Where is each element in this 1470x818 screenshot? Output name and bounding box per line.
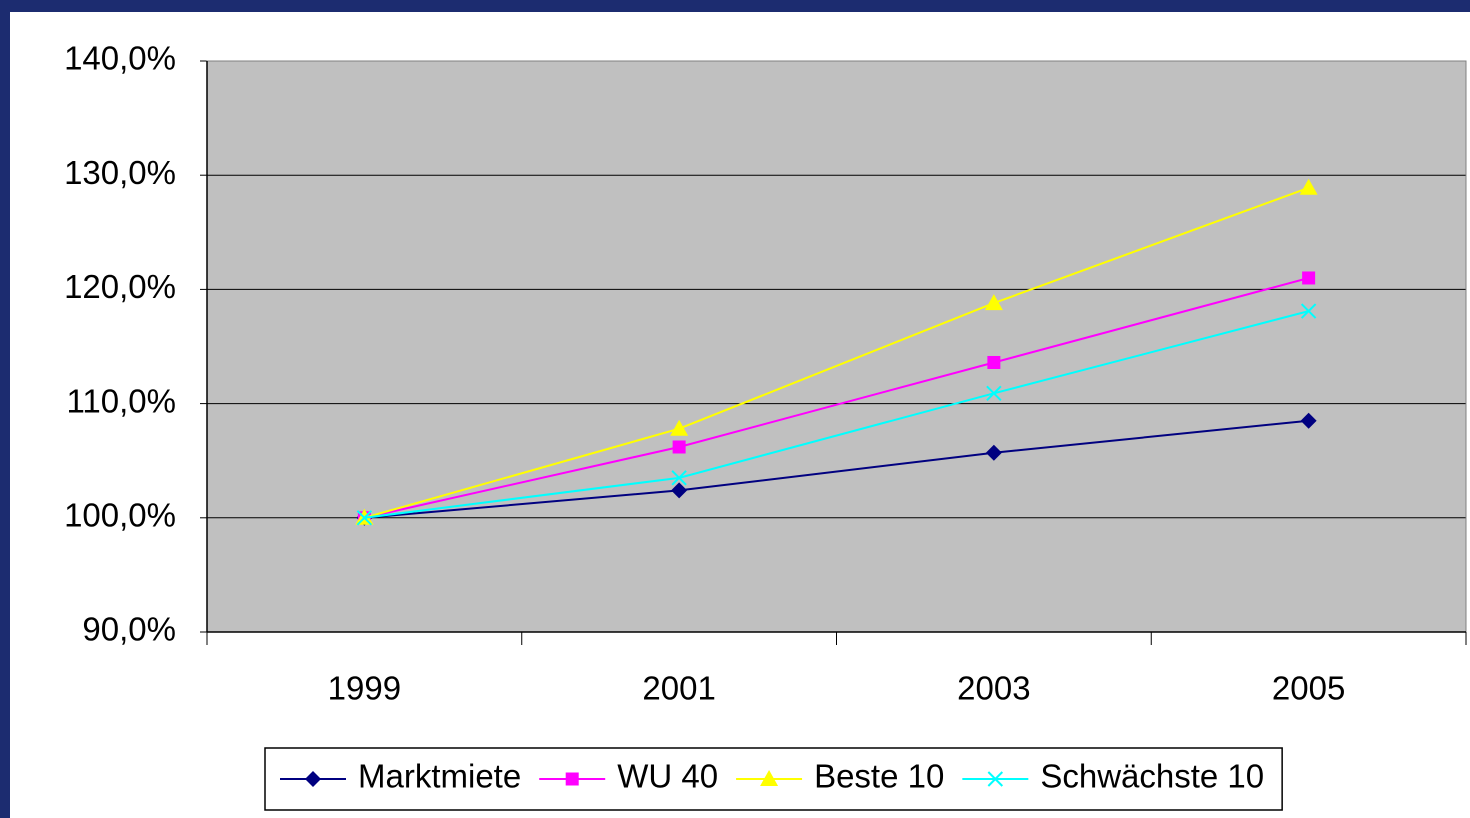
data-point — [985, 444, 1002, 461]
legend-marker — [565, 772, 579, 786]
data-point — [987, 355, 1001, 369]
data-point — [670, 419, 689, 436]
series-line — [364, 310, 1309, 519]
data-point — [1300, 303, 1317, 319]
data-point — [1299, 178, 1318, 195]
x-tick-label: 2003 — [957, 670, 1030, 707]
legend-label: Beste 10 — [814, 758, 944, 795]
x-tick-label: 2005 — [1272, 670, 1345, 707]
y-tick-label: 110,0% — [67, 382, 176, 419]
y-tick-label: 130,0% — [64, 154, 176, 191]
data-point — [671, 470, 687, 486]
data-point — [986, 385, 1002, 402]
legend-marker — [760, 770, 779, 786]
y-tick-label: 90,0% — [82, 611, 176, 648]
legend-label: Schwächste 10 — [1040, 758, 1264, 795]
x-tick-label: 2001 — [642, 670, 715, 707]
legend-marker — [305, 771, 321, 787]
legend-label: WU 40 — [617, 758, 718, 795]
y-tick-label: 120,0% — [64, 268, 176, 305]
series-line — [364, 277, 1309, 519]
data-point — [984, 294, 1003, 311]
y-tick-label: 100,0% — [64, 497, 176, 534]
data-point — [1302, 271, 1316, 285]
data-point — [1300, 412, 1317, 429]
legend-marker — [987, 771, 1004, 787]
x-tick-label: 1999 — [328, 670, 401, 707]
data-point — [671, 482, 688, 499]
series-line — [364, 186, 1309, 519]
legend-label: Marktmiete — [358, 758, 521, 795]
y-tick-label: 140,0% — [64, 40, 176, 77]
series-line — [364, 419, 1309, 519]
plot-area — [207, 61, 1466, 632]
data-point — [356, 510, 373, 526]
data-point — [672, 440, 686, 454]
